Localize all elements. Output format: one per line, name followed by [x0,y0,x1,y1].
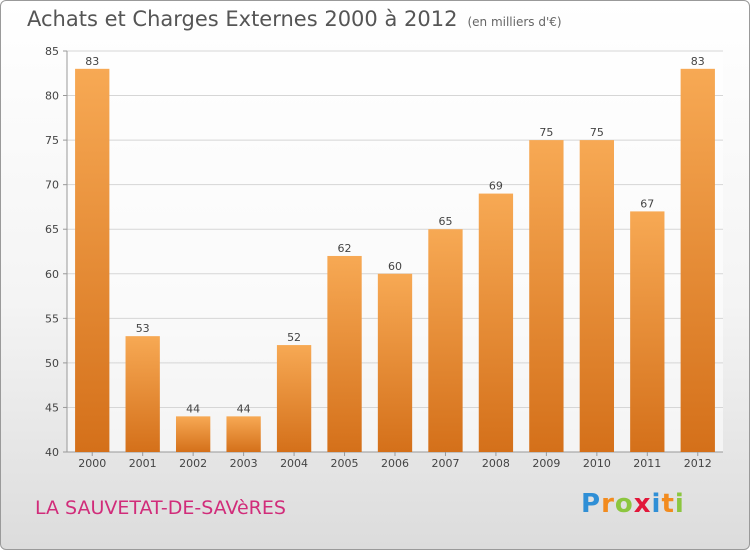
logo-letter: i [651,489,662,519]
x-tick-label: 2011 [633,457,661,470]
bar [125,336,160,452]
x-tick-label: 2010 [583,457,611,470]
chart-title: Achats et Charges Externes 2000 à 2012 [27,7,458,31]
y-tick-label: 55 [45,312,59,325]
bar [630,211,665,452]
y-tick-label: 65 [45,223,59,236]
logo-letter: x [633,489,652,519]
bar-value-label: 67 [640,197,654,210]
x-tick-label: 2003 [230,457,258,470]
place-name: LA SAUVETAT-DE-SAVèRES [35,497,286,519]
x-tick-label: 2000 [78,457,106,470]
x-tick-label: 2005 [331,457,359,470]
y-tick-label: 45 [45,401,59,414]
y-tick-label: 70 [45,179,59,192]
bar [377,273,413,452]
y-tick-label: 60 [45,268,59,281]
y-tick-label: 75 [45,134,59,147]
x-tick-label: 2008 [482,457,510,470]
bar [276,345,312,452]
x-tick-label: 2004 [280,457,308,470]
x-tick-label: 2012 [684,457,712,470]
x-tick-label: 2006 [381,457,409,470]
bar [478,193,514,453]
bar-value-label: 69 [489,180,503,193]
bar-value-label: 83 [691,55,705,68]
bar [175,416,211,452]
bar-value-label: 44 [237,402,251,415]
bar [226,416,261,452]
bar [75,68,110,453]
bar-value-label: 65 [438,215,452,228]
proxiti-logo: Proxiti [581,489,685,519]
bar [680,68,715,453]
bar-value-label: 75 [539,126,553,139]
bar-value-label: 83 [85,55,99,68]
bar-value-label: 44 [186,402,200,415]
y-tick-label: 50 [45,357,59,370]
x-tick-label: 2009 [532,457,560,470]
logo-letter: r [601,489,615,519]
bar [529,140,564,452]
logo-letter: i [674,489,685,519]
y-tick-label: 40 [45,446,59,459]
logo-letter: t [661,489,675,519]
bar-value-label: 52 [287,331,301,344]
x-tick-label: 2001 [129,457,157,470]
chart-title-block: Achats et Charges Externes 2000 à 2012 (e… [27,7,562,31]
logo-letter: o [614,489,634,519]
bar-value-label: 53 [136,322,150,335]
x-tick-label: 2007 [431,457,459,470]
bar [428,229,463,452]
bar-value-label: 60 [388,260,402,273]
logo-letter: P [581,489,602,519]
bar-value-label: 75 [590,126,604,139]
y-tick-label: 80 [45,90,59,103]
bar-value-label: 62 [338,242,352,255]
y-tick-label: 85 [45,45,59,58]
bar [327,255,362,452]
chart-subtitle: (en milliers d'€) [467,15,562,29]
x-tick-label: 2002 [179,457,207,470]
bar [579,140,615,452]
